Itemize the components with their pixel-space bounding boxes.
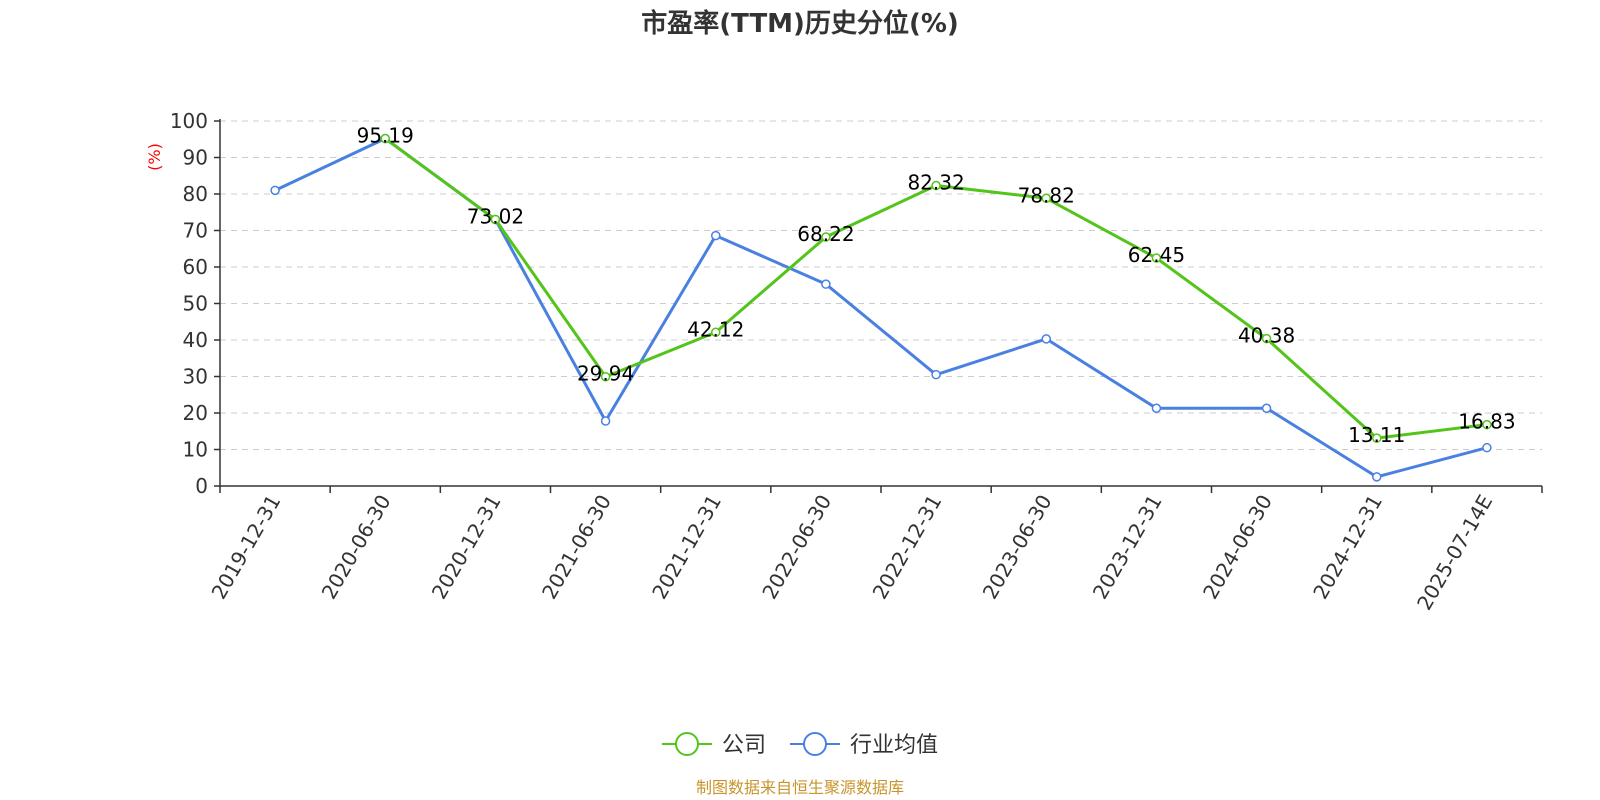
data-point[interactable] [1151, 253, 1162, 263]
data-point[interactable] [1372, 433, 1382, 443]
data-label: 82.32 [907, 171, 964, 195]
series-line [274, 137, 1488, 479]
data-point[interactable] [1261, 403, 1272, 414]
data-point[interactable] [1151, 403, 1162, 414]
data-point[interactable] [490, 214, 501, 225]
y-axis-unit: (%) [145, 143, 164, 171]
y-tick-label: 50 [183, 292, 208, 316]
y-tick-label: 100 [170, 109, 208, 133]
source-note: 制图数据来自恒生聚源数据库 [696, 778, 904, 797]
data-point[interactable] [1482, 442, 1492, 453]
data-point[interactable] [1261, 333, 1272, 344]
x-tick-label: 2021-06-30 [537, 491, 616, 604]
data-point[interactable] [600, 371, 611, 382]
legend-label: 行业均值 [850, 733, 938, 758]
data-point[interactable] [711, 327, 721, 338]
data-point[interactable] [600, 416, 611, 426]
y-tick-label: 20 [183, 401, 208, 425]
x-tick-label: 2024-12-31 [1308, 491, 1387, 604]
y-tick-label: 0 [195, 474, 208, 498]
data-point[interactable] [1482, 419, 1492, 430]
y-tick-label: 60 [183, 255, 208, 279]
legend-marker [803, 732, 827, 756]
x-tick-label: 2022-12-31 [868, 490, 947, 603]
legend[interactable]: 公司 行业均值 [662, 732, 938, 758]
y-tick-label: 90 [183, 146, 208, 170]
x-tick-label: 2025-07-14E [1412, 491, 1497, 615]
data-label: 95.19 [357, 124, 414, 148]
x-tick-label: 2019-12-31 [207, 491, 286, 604]
legend-label: 公司 [722, 733, 766, 758]
data-point[interactable] [821, 279, 831, 289]
x-tick-label: 2023-06-30 [978, 491, 1057, 604]
chart-title: 市盈率(TTM)历史分位(%) [641, 8, 959, 39]
data-label: 62.45 [1128, 243, 1185, 267]
data-point[interactable] [931, 180, 941, 191]
y-tick-label: 10 [183, 438, 208, 462]
y-tick-label: 80 [183, 182, 208, 206]
data-label: 78.82 [1018, 183, 1075, 207]
data-labels: 95.19 73.02 29.94 42.12 68.22 82.32 78.82 62.45… [357, 124, 1516, 448]
legend-marker [675, 732, 699, 756]
data-point[interactable] [821, 232, 831, 242]
legend-item[interactable]: 行业均值 [790, 732, 938, 758]
y-tick-label: 40 [183, 328, 208, 352]
x-tick-label: 2021-12-31 [647, 491, 726, 604]
x-tick-label: 2022-06-30 [757, 491, 836, 604]
x-tick-label: 2020-12-31 [427, 490, 506, 603]
data-point[interactable] [1041, 334, 1051, 344]
data-label: 73.02 [467, 204, 524, 228]
data-point[interactable] [931, 369, 941, 380]
data-label: 40.38 [1238, 324, 1295, 348]
x-tick-label: 2023-12-31 [1088, 491, 1167, 604]
data-point[interactable] [1041, 193, 1051, 204]
data-label: 16.83 [1458, 410, 1515, 434]
y-tick-label: 70 [183, 219, 208, 243]
data-label: 68.22 [797, 222, 854, 246]
data-point[interactable] [270, 185, 280, 196]
y-tick-label: 30 [183, 365, 208, 389]
legend-item[interactable]: 公司 [662, 732, 766, 758]
data-label: 13.11 [1348, 423, 1405, 447]
series [270, 133, 1492, 482]
data-point[interactable] [711, 230, 721, 241]
data-label: 42.12 [687, 317, 744, 341]
data-point[interactable] [1372, 472, 1382, 482]
x-tick-label: 2020-06-30 [317, 491, 396, 604]
axes: 0 10 20 30 40 50 60 70 80 90 100 2019-12-31 2020-06-… [170, 109, 1543, 615]
grid [220, 120, 1542, 450]
x-tick-label: 2024-06-30 [1198, 491, 1277, 604]
data-label: 29.94 [577, 362, 634, 386]
data-point[interactable] [380, 133, 390, 144]
